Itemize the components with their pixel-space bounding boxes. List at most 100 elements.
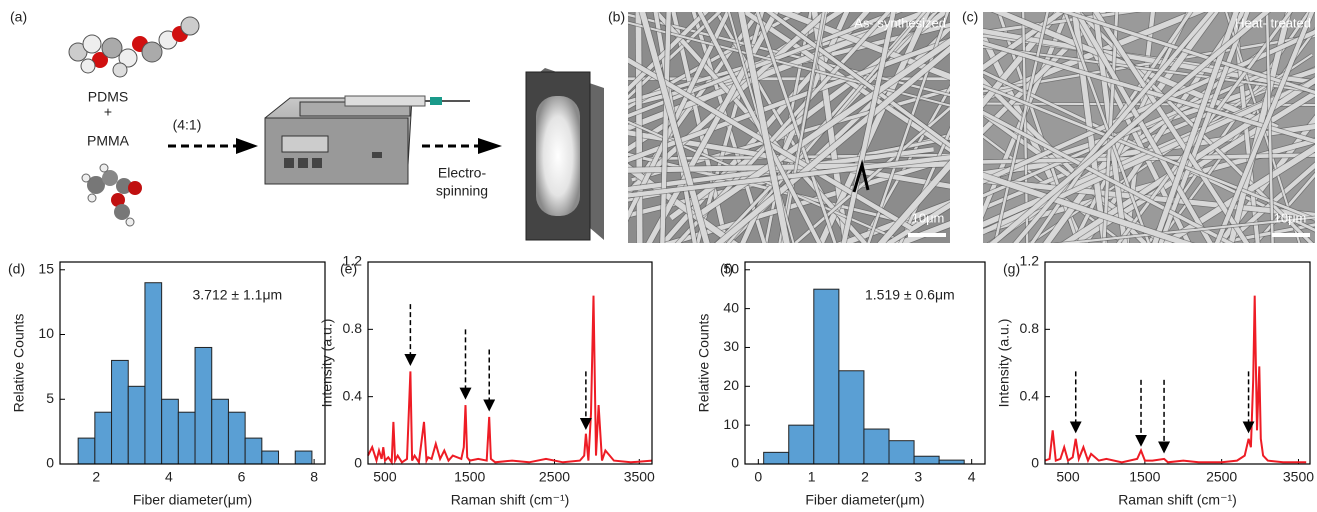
syringe-pump <box>264 95 470 185</box>
fiber <box>628 12 709 93</box>
fiber <box>628 155 950 198</box>
y-tick-label: 0.8 <box>343 320 363 336</box>
fiber <box>1063 12 1151 243</box>
fiber <box>628 21 950 107</box>
fiber <box>660 12 870 243</box>
fiber <box>1225 12 1301 243</box>
fiber <box>1093 12 1250 243</box>
x-tick-label: 1 <box>808 469 816 485</box>
x-tick-label: 8 <box>310 469 318 485</box>
fiber <box>628 12 830 196</box>
fiber <box>776 12 950 80</box>
fiber <box>836 200 950 243</box>
fiber <box>1074 12 1213 243</box>
x-tick-label: 4 <box>165 469 173 485</box>
arrow-head <box>478 138 502 154</box>
bar <box>294 450 313 465</box>
x-tick-label: 2500 <box>539 469 570 485</box>
fiber <box>660 12 671 243</box>
pdms-label: PDMS <box>88 89 128 105</box>
y-tick-label: 30 <box>723 338 739 354</box>
scale-bar <box>908 233 946 237</box>
collector <box>525 68 604 241</box>
fiber <box>639 12 710 243</box>
fiber <box>635 12 643 243</box>
pdms-molecule <box>68 16 200 78</box>
fiber <box>1152 12 1239 243</box>
fiber <box>628 12 902 118</box>
sem-arrow <box>852 159 870 193</box>
fiber <box>989 12 1270 243</box>
fiber <box>983 28 1294 88</box>
fiber <box>983 84 1315 221</box>
y-tick-label: 0 <box>1031 455 1039 471</box>
y-tick-label: 50 <box>723 260 739 276</box>
bar <box>788 424 815 465</box>
fiber <box>741 12 950 153</box>
fiber <box>983 110 1234 243</box>
bar <box>177 411 196 465</box>
y-tick-label: 40 <box>723 299 739 315</box>
fiber <box>628 12 934 104</box>
fiber <box>818 12 931 243</box>
y-tick-label: 15 <box>38 260 54 276</box>
x-tick-label: 1500 <box>454 469 485 485</box>
x-tick-label: 3 <box>914 469 922 485</box>
sem-caption: Heat- treated <box>1235 15 1311 30</box>
fiber <box>1265 12 1274 243</box>
bar <box>211 398 229 465</box>
y-tick-label: 10 <box>38 325 54 341</box>
bar <box>127 385 146 465</box>
plot-frame <box>1044 261 1311 465</box>
x-axis-title: Raman shift (cm⁻¹) <box>1118 492 1237 508</box>
fiber-texture <box>983 12 1315 243</box>
x-tick-label: 3500 <box>624 469 655 485</box>
fiber <box>628 147 934 192</box>
y-tick-label: 0 <box>354 455 362 471</box>
fiber <box>983 77 1148 243</box>
sem-caption: As- synthesized <box>854 15 946 30</box>
y-tick-label: 0.8 <box>1020 320 1040 336</box>
fiber <box>675 12 891 243</box>
panel-label: (f) <box>720 261 733 277</box>
fiber <box>1072 12 1192 243</box>
bar <box>94 411 113 465</box>
y-axis-title: Relative Counts <box>11 314 27 413</box>
bar <box>813 288 840 465</box>
fiber <box>1124 12 1156 243</box>
y-tick-label: 0.4 <box>1020 387 1040 403</box>
fiber <box>738 12 790 243</box>
fiber <box>726 12 927 243</box>
bar <box>194 346 213 465</box>
bar <box>77 437 96 465</box>
fiber <box>884 202 950 243</box>
fiber <box>628 12 722 100</box>
fiber <box>892 221 950 243</box>
y-tick-label: 1.2 <box>1020 253 1040 269</box>
y-tick-label: 5 <box>46 390 54 406</box>
panel-label: (g) <box>1003 261 1020 277</box>
bar <box>144 282 163 465</box>
plot-frame <box>59 261 326 465</box>
panel-label: (b) <box>608 9 625 25</box>
y-tick-label: 10 <box>723 416 739 432</box>
panel-label: (e) <box>340 261 357 277</box>
panel-label: (a) <box>10 9 27 25</box>
fiber <box>646 12 779 243</box>
fiber <box>983 45 1315 93</box>
x-tick-label: 500 <box>373 469 397 485</box>
fiber <box>983 68 1274 198</box>
y-tick-label: 1.2 <box>343 253 363 269</box>
arrow-head <box>236 138 258 154</box>
process-label: Electro- <box>438 165 487 181</box>
bar <box>244 437 263 465</box>
pmma-label: PMMA <box>87 133 130 149</box>
fiber <box>691 12 767 243</box>
scale-bar-label: 10μm <box>1274 210 1307 225</box>
fiber <box>793 106 950 243</box>
fiber <box>877 160 950 243</box>
fiber <box>983 12 1137 34</box>
bar <box>888 440 915 465</box>
bar <box>261 450 280 465</box>
bar <box>161 398 179 465</box>
